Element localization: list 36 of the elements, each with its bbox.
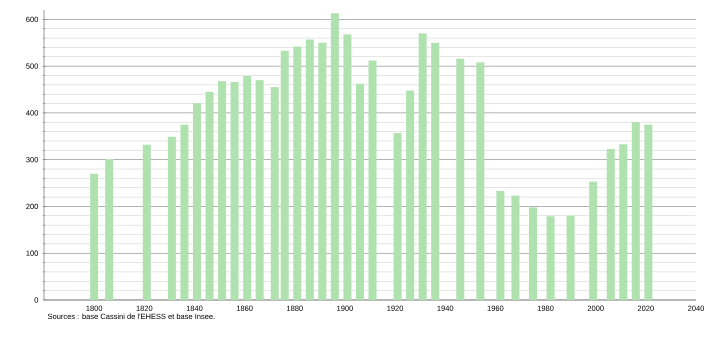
bar	[394, 133, 402, 300]
bar	[356, 84, 364, 300]
bar	[456, 58, 464, 300]
bar	[644, 124, 652, 300]
bar	[306, 39, 314, 300]
bar	[142, 144, 151, 300]
bar	[546, 216, 555, 300]
bar	[566, 215, 575, 300]
bar	[206, 92, 214, 300]
bar	[180, 124, 188, 300]
bar	[619, 144, 628, 300]
bar	[496, 191, 504, 300]
bar	[168, 136, 176, 300]
bar	[230, 82, 239, 300]
bar	[90, 174, 98, 300]
bar	[218, 81, 226, 300]
bar	[418, 33, 427, 300]
bar	[243, 76, 252, 300]
bar	[280, 50, 289, 300]
bar	[476, 62, 484, 300]
bar	[589, 182, 598, 300]
bar	[406, 90, 414, 300]
bar	[431, 42, 440, 300]
bar	[606, 148, 615, 300]
bar	[192, 103, 201, 300]
bar	[343, 34, 352, 300]
bar	[528, 207, 538, 300]
bar	[293, 46, 302, 300]
bar	[105, 159, 114, 300]
bar	[368, 60, 377, 300]
bar	[318, 42, 326, 300]
bar	[256, 80, 264, 300]
bar	[270, 87, 279, 300]
bar	[330, 13, 339, 300]
bar	[632, 122, 640, 300]
bar	[511, 196, 520, 300]
